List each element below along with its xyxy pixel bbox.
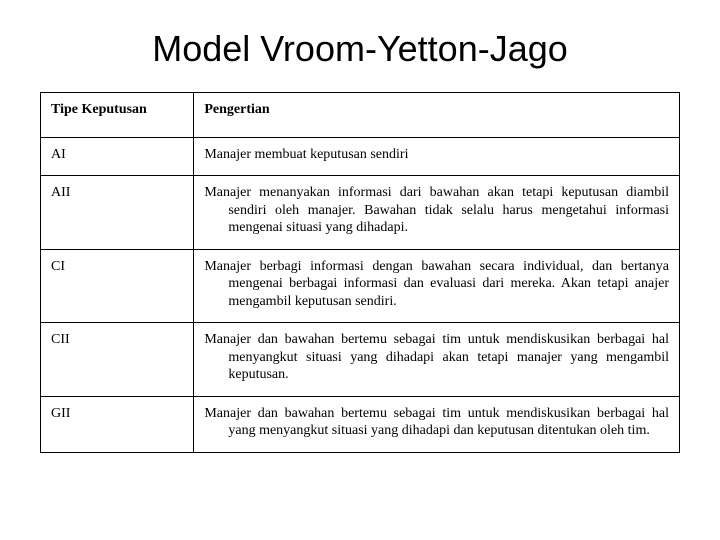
slide: Model Vroom-Yetton-Jago Tipe Keputusan P… <box>0 0 720 540</box>
table-row: AII Manajer menanyakan informasi dari ba… <box>41 176 680 250</box>
cell-desc: Manajer menanyakan informasi dari bawaha… <box>194 176 680 250</box>
cell-desc: Manajer dan bawahan bertemu sebagai tim … <box>194 323 680 397</box>
header-desc: Pengertian <box>194 93 680 138</box>
table-row: CII Manajer dan bawahan bertemu sebagai … <box>41 323 680 397</box>
cell-type: GII <box>41 396 194 452</box>
desc-text: Manajer membuat keputusan sendiri <box>204 146 669 164</box>
cell-desc: Manajer membuat keputusan sendiri <box>194 137 680 176</box>
table-row: CI Manajer berbagi informasi dengan bawa… <box>41 249 680 323</box>
table-row: AI Manajer membuat keputusan sendiri <box>41 137 680 176</box>
cell-type: AI <box>41 137 194 176</box>
cell-type: CII <box>41 323 194 397</box>
header-type: Tipe Keputusan <box>41 93 194 138</box>
page-title: Model Vroom-Yetton-Jago <box>40 28 680 70</box>
desc-text: Manajer menanyakan informasi dari bawaha… <box>204 184 669 237</box>
cell-type: CI <box>41 249 194 323</box>
decision-table: Tipe Keputusan Pengertian AI Manajer mem… <box>40 92 680 453</box>
desc-text: Manajer dan bawahan bertemu sebagai tim … <box>204 405 669 440</box>
table-header-row: Tipe Keputusan Pengertian <box>41 93 680 138</box>
desc-text: Manajer berbagi informasi dengan bawahan… <box>204 258 669 311</box>
cell-desc: Manajer dan bawahan bertemu sebagai tim … <box>194 396 680 452</box>
cell-type: AII <box>41 176 194 250</box>
cell-desc: Manajer berbagi informasi dengan bawahan… <box>194 249 680 323</box>
desc-text: Manajer dan bawahan bertemu sebagai tim … <box>204 331 669 384</box>
table-row: GII Manajer dan bawahan bertemu sebagai … <box>41 396 680 452</box>
